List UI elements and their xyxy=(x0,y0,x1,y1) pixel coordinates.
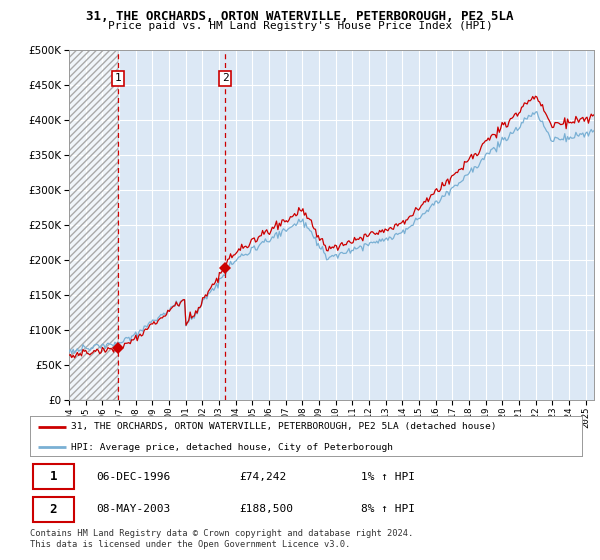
Text: 1: 1 xyxy=(50,470,57,483)
Text: £74,242: £74,242 xyxy=(240,472,287,482)
Text: Price paid vs. HM Land Registry's House Price Index (HPI): Price paid vs. HM Land Registry's House … xyxy=(107,21,493,31)
Text: 31, THE ORCHARDS, ORTON WATERVILLE, PETERBOROUGH, PE2 5LA (detached house): 31, THE ORCHARDS, ORTON WATERVILLE, PETE… xyxy=(71,422,497,431)
FancyBboxPatch shape xyxy=(33,464,74,489)
Text: HPI: Average price, detached house, City of Peterborough: HPI: Average price, detached house, City… xyxy=(71,442,394,451)
Text: 1% ↑ HPI: 1% ↑ HPI xyxy=(361,472,415,482)
Text: 2: 2 xyxy=(50,503,57,516)
Text: 31, THE ORCHARDS, ORTON WATERVILLE, PETERBOROUGH, PE2 5LA: 31, THE ORCHARDS, ORTON WATERVILLE, PETE… xyxy=(86,10,514,22)
Text: Contains HM Land Registry data © Crown copyright and database right 2024.
This d: Contains HM Land Registry data © Crown c… xyxy=(30,529,413,549)
Text: 8% ↑ HPI: 8% ↑ HPI xyxy=(361,505,415,515)
Text: 06-DEC-1996: 06-DEC-1996 xyxy=(96,472,170,482)
Bar xyxy=(69,50,118,400)
Text: 08-MAY-2003: 08-MAY-2003 xyxy=(96,505,170,515)
Text: £188,500: £188,500 xyxy=(240,505,294,515)
Text: 1: 1 xyxy=(114,73,121,83)
Text: 2: 2 xyxy=(222,73,229,83)
FancyBboxPatch shape xyxy=(33,497,74,522)
Bar xyxy=(69,50,118,400)
